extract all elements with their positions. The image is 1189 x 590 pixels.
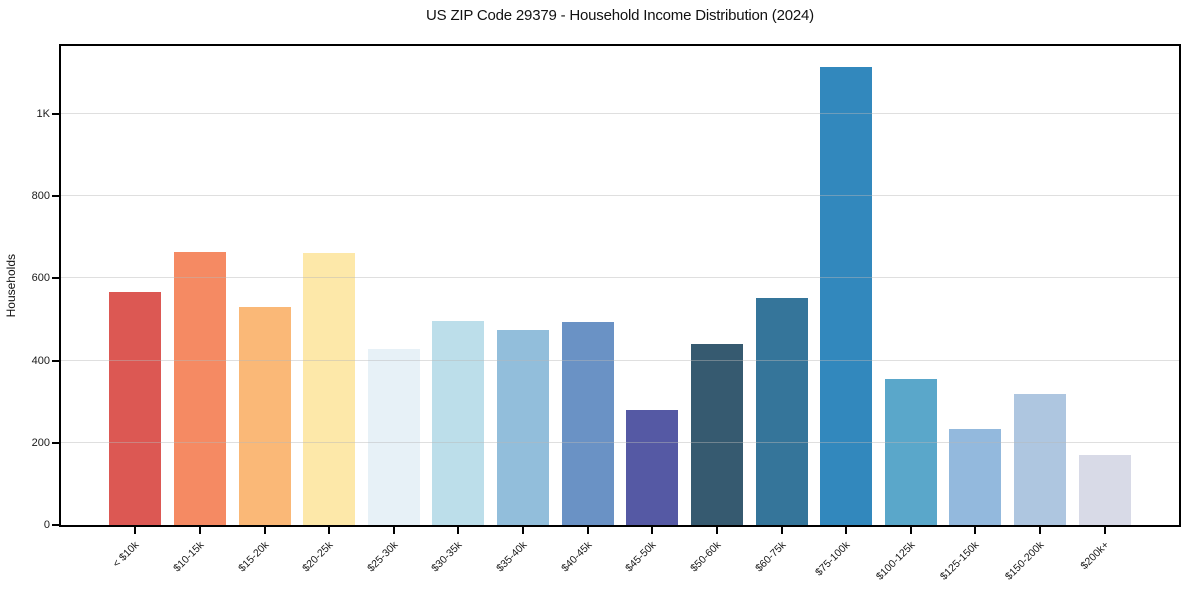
chart-title: US ZIP Code 29379 - Household Income Dis…	[426, 7, 814, 24]
y-axis-label-text: Households	[4, 253, 18, 318]
x-tick-mark-14	[974, 527, 977, 534]
x-tick-mark-8	[586, 527, 589, 534]
plot-area	[59, 44, 1181, 527]
bar-35-40k	[497, 330, 550, 525]
bar-125-150k	[949, 429, 1002, 525]
bar-60-75k	[755, 298, 808, 525]
y-tick-mark-800	[52, 195, 59, 198]
bar-20-25k	[303, 253, 356, 525]
bar-50-60k	[690, 344, 743, 525]
y-tick-label-800: 800	[31, 190, 50, 203]
x-tick-mark-16	[1103, 527, 1106, 534]
y-tick-label-1k: 1K	[36, 107, 50, 120]
bar-15-20k	[238, 307, 291, 525]
bar-45-50k	[626, 410, 679, 525]
x-tick-mark-3	[263, 527, 266, 534]
x-tick-mark-10	[715, 527, 718, 534]
x-tick-mark-6	[457, 527, 460, 534]
bar-10-15k	[173, 252, 226, 525]
bar-150-200k	[1014, 394, 1067, 525]
y-tick-mark-600	[52, 277, 59, 280]
y-tick-label-0: 0	[43, 519, 50, 531]
bar-200k	[1078, 455, 1131, 525]
y-tick-mark-200	[52, 441, 59, 444]
y-tick-label-200: 200	[31, 436, 50, 449]
x-tick-mark-4	[328, 527, 331, 534]
bar-75-100k	[820, 67, 873, 525]
x-tick-label-10k: < $10k	[110, 539, 142, 570]
x-tick-mark-11	[780, 527, 783, 534]
x-tick-mark-1	[134, 527, 137, 534]
bar-25-30k	[367, 349, 420, 525]
y-tick-mark-1k	[52, 112, 59, 115]
y-tick-mark-0	[52, 524, 59, 526]
y-tick-label-600: 600	[31, 272, 50, 285]
bars-layer	[61, 46, 1179, 525]
bar-10k	[109, 292, 162, 525]
x-tick-mark-13	[909, 527, 912, 534]
bar-30-35k	[432, 321, 485, 525]
x-tick-mark-12	[845, 527, 848, 534]
x-tick-mark-7	[522, 527, 525, 534]
x-tick-mark-5	[392, 527, 395, 534]
bar-100-125k	[884, 379, 937, 525]
x-tick-mark-15	[1039, 527, 1042, 534]
y-tick-label-400: 400	[31, 354, 50, 367]
bar-40-45k	[561, 322, 614, 525]
x-tick-mark-9	[651, 527, 654, 534]
y-tick-mark-400	[52, 359, 59, 362]
x-tick-mark-2	[198, 527, 201, 534]
